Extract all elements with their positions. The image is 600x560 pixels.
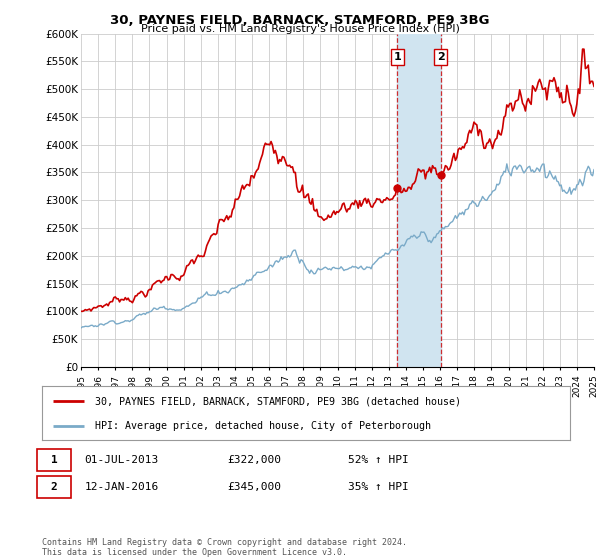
FancyBboxPatch shape: [37, 476, 71, 498]
Text: Price paid vs. HM Land Registry's House Price Index (HPI): Price paid vs. HM Land Registry's House …: [140, 24, 460, 34]
Text: 52% ↑ HPI: 52% ↑ HPI: [348, 455, 409, 465]
Text: 01-JUL-2013: 01-JUL-2013: [84, 455, 158, 465]
Text: 35% ↑ HPI: 35% ↑ HPI: [348, 482, 409, 492]
Text: 30, PAYNES FIELD, BARNACK, STAMFORD, PE9 3BG: 30, PAYNES FIELD, BARNACK, STAMFORD, PE9…: [110, 14, 490, 27]
Text: Contains HM Land Registry data © Crown copyright and database right 2024.
This d: Contains HM Land Registry data © Crown c…: [42, 538, 407, 557]
Text: 12-JAN-2016: 12-JAN-2016: [84, 482, 158, 492]
Text: 30, PAYNES FIELD, BARNACK, STAMFORD, PE9 3BG (detached house): 30, PAYNES FIELD, BARNACK, STAMFORD, PE9…: [95, 396, 461, 407]
Text: 2: 2: [437, 52, 445, 62]
Bar: [397, 34, 441, 367]
Text: HPI: Average price, detached house, City of Peterborough: HPI: Average price, detached house, City…: [95, 421, 431, 431]
Text: 1: 1: [50, 455, 57, 465]
Text: 2: 2: [50, 482, 57, 492]
Text: 1: 1: [394, 52, 401, 62]
Text: £345,000: £345,000: [227, 482, 281, 492]
Text: £322,000: £322,000: [227, 455, 281, 465]
FancyBboxPatch shape: [37, 449, 71, 471]
